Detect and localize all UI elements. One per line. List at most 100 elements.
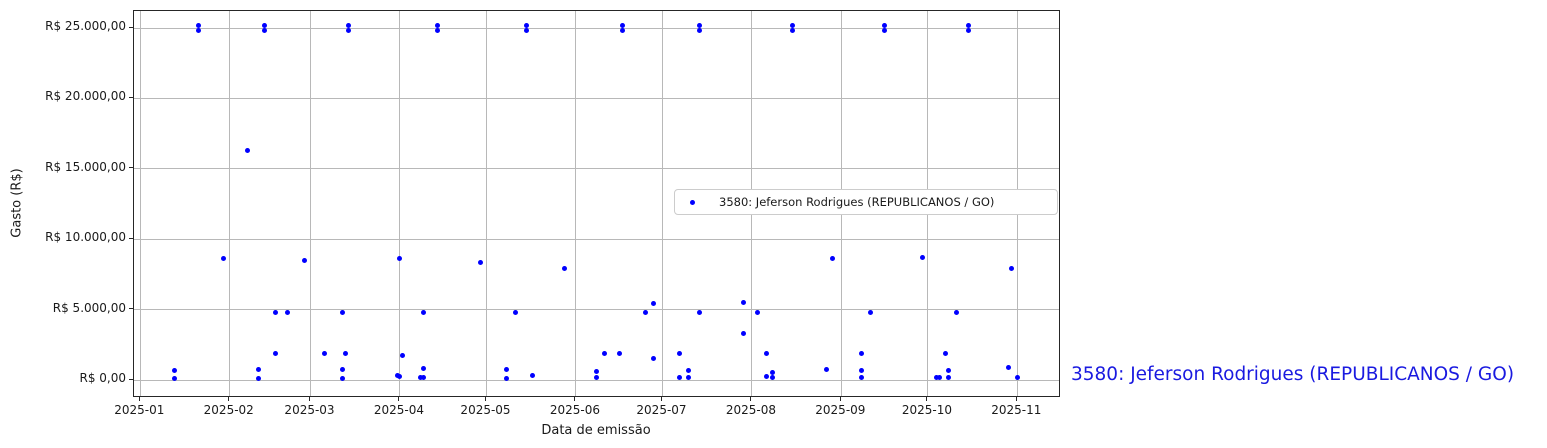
data-point [934,374,940,380]
data-point [593,369,599,375]
data-point [420,309,426,315]
y-tick-label: R$ 25.000,00 [45,19,126,33]
data-point [619,23,625,29]
gridline-horizontal [134,168,1059,170]
data-point [677,351,683,357]
x-tick-label: 2025-10 [901,403,952,417]
gridline-vertical [661,11,663,396]
data-point [339,366,345,372]
data-point [342,351,348,357]
data-point [512,309,518,315]
legend-marker-icon [690,199,695,205]
x-axis-tick [1015,397,1017,401]
data-point [685,368,691,374]
x-axis-tick [750,397,752,401]
data-point [322,351,328,357]
x-axis-title: Data de emissão [541,423,651,438]
data-point [1006,364,1012,370]
x-axis-tick [660,397,662,401]
data-point [755,309,761,315]
data-point [769,370,775,376]
gridline-vertical [229,11,231,396]
data-point [420,374,426,380]
data-point [478,259,484,265]
data-point [195,23,201,29]
data-point [524,28,530,34]
data-point [273,309,279,315]
data-point [697,309,703,315]
data-point [830,256,836,262]
data-point [524,23,530,29]
x-tick-label: 2025-01 [114,403,165,417]
data-point [763,374,769,380]
x-tick-label: 2025-09 [815,403,866,417]
data-point [867,309,873,315]
data-point [420,366,426,372]
data-point [561,266,567,272]
data-point [1009,266,1015,272]
data-point [824,366,830,372]
data-point [697,28,703,34]
y-tick-label: R$ 15.000,00 [45,159,126,174]
y-axis-tick [129,96,133,98]
x-tick-label: 2025-07 [636,403,687,417]
x-axis-tick [839,397,841,401]
x-axis-tick [926,397,928,401]
gridline-horizontal [134,379,1059,381]
data-point [954,309,960,315]
data-point [504,375,510,381]
data-point [882,28,888,34]
data-point [284,309,290,315]
data-point [1014,374,1020,380]
data-point [602,351,608,357]
data-point [345,23,351,29]
data-point [945,367,951,373]
data-point [256,366,262,372]
gridline-vertical [310,11,311,396]
data-point [769,374,775,380]
data-point [256,375,262,381]
data-point [859,367,865,373]
gridline-horizontal [134,238,1059,240]
data-point [221,256,227,262]
data-point [530,372,536,378]
data-point [394,373,400,379]
x-tick-label: 2025-06 [549,403,600,417]
y-tick-label: R$ 10.000,00 [45,230,126,245]
data-point [945,374,951,380]
data-point [195,28,201,34]
x-axis-tick [228,397,230,401]
data-point [965,23,971,29]
y-axis-tick [129,167,133,169]
x-axis-tick [574,397,576,401]
data-point [273,351,279,357]
data-point [740,331,746,337]
data-point [936,374,942,380]
deputy-side-label: 3580: Jeferson Rodrigues (REPUBLICANOS /… [1071,364,1515,385]
data-point [434,28,440,34]
legend-label: 3580: Jeferson Rodrigues (REPUBLICANOS /… [719,195,995,209]
gridline-vertical [139,11,141,396]
y-tick-label: R$ 0,00 [79,371,126,385]
data-point [619,28,625,34]
x-tick-label: 2025-02 [203,403,254,417]
data-point [882,23,888,29]
data-point [504,366,510,372]
data-point [417,374,423,380]
gridline-horizontal [134,309,1059,311]
data-point [677,374,683,380]
data-point [685,374,691,380]
x-tick-label: 2025-11 [991,403,1042,417]
data-point [859,374,865,380]
gridline-vertical [399,11,401,396]
y-tick-label: R$ 20.000,00 [45,89,126,104]
data-point [651,355,657,361]
data-point [651,301,657,307]
gridline-vertical [486,11,487,396]
data-point [789,28,795,34]
gridline-vertical [575,11,577,396]
y-axis-title: Gasto (R$) [9,168,25,238]
data-point [397,373,403,379]
x-tick-label: 2025-04 [373,403,425,417]
